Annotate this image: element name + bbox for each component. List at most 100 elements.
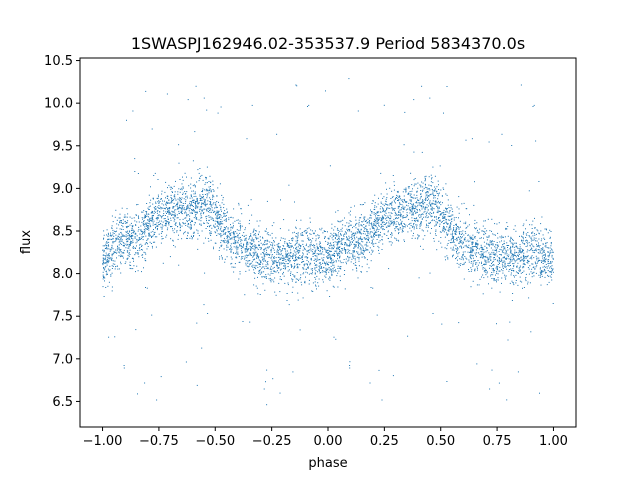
data-point bbox=[504, 246, 506, 248]
data-point bbox=[272, 273, 274, 274]
data-point bbox=[237, 219, 239, 221]
data-point bbox=[247, 266, 249, 268]
data-point bbox=[438, 192, 440, 194]
data-point bbox=[347, 237, 349, 239]
data-point bbox=[216, 195, 218, 197]
data-point bbox=[411, 184, 413, 186]
data-point bbox=[525, 237, 527, 238]
data-point bbox=[283, 271, 284, 273]
data-point bbox=[326, 251, 328, 253]
data-point bbox=[388, 217, 390, 219]
data-point bbox=[250, 246, 252, 248]
data-point bbox=[186, 220, 188, 222]
data-point bbox=[108, 260, 110, 262]
data-point bbox=[414, 206, 416, 208]
data-point bbox=[470, 238, 472, 240]
data-point bbox=[209, 233, 211, 235]
data-point bbox=[355, 227, 357, 229]
data-point bbox=[138, 237, 140, 239]
data-point bbox=[371, 222, 373, 224]
data-point bbox=[521, 281, 523, 283]
data-point bbox=[276, 250, 278, 252]
data-point bbox=[513, 255, 514, 257]
data-point bbox=[345, 261, 347, 263]
data-point bbox=[307, 235, 308, 237]
data-point bbox=[135, 329, 137, 331]
data-point bbox=[424, 183, 426, 185]
data-point bbox=[238, 261, 240, 263]
data-point bbox=[371, 225, 373, 227]
data-point bbox=[271, 237, 273, 239]
data-point bbox=[473, 204, 475, 206]
data-point bbox=[353, 233, 355, 234]
data-point bbox=[517, 258, 519, 259]
data-point bbox=[303, 231, 305, 233]
data-point bbox=[151, 217, 153, 219]
data-point bbox=[388, 268, 390, 270]
data-point bbox=[326, 268, 328, 270]
data-point bbox=[446, 211, 448, 213]
data-point bbox=[174, 219, 176, 221]
data-point bbox=[140, 243, 142, 245]
data-point bbox=[442, 229, 444, 231]
data-point bbox=[277, 246, 279, 248]
data-point bbox=[464, 237, 466, 239]
data-point bbox=[425, 212, 427, 214]
data-point bbox=[183, 207, 185, 209]
data-point bbox=[429, 222, 431, 224]
data-point bbox=[266, 404, 268, 406]
data-point bbox=[535, 240, 537, 242]
data-point bbox=[276, 266, 278, 268]
data-point bbox=[382, 243, 384, 245]
data-point bbox=[467, 239, 469, 241]
data-point bbox=[326, 256, 327, 258]
data-point bbox=[484, 263, 486, 265]
data-point bbox=[139, 244, 140, 246]
data-point bbox=[475, 254, 477, 256]
data-point bbox=[366, 230, 368, 232]
data-point bbox=[320, 266, 322, 268]
data-point bbox=[535, 266, 537, 268]
data-point bbox=[268, 234, 270, 236]
data-point bbox=[490, 242, 492, 244]
data-point bbox=[369, 214, 371, 216]
data-point bbox=[523, 255, 524, 257]
data-point bbox=[105, 242, 107, 244]
data-point bbox=[264, 248, 266, 250]
data-point bbox=[354, 257, 356, 259]
data-point bbox=[538, 252, 540, 254]
data-point bbox=[355, 223, 357, 225]
data-point bbox=[107, 257, 109, 259]
data-point bbox=[538, 246, 540, 248]
data-point bbox=[550, 243, 552, 245]
data-point bbox=[190, 194, 192, 196]
data-point bbox=[126, 258, 128, 259]
data-point bbox=[459, 246, 461, 248]
data-point bbox=[425, 220, 427, 222]
data-point bbox=[426, 194, 428, 196]
data-point bbox=[542, 259, 544, 261]
data-point bbox=[263, 249, 265, 251]
data-point bbox=[471, 269, 473, 271]
data-point bbox=[126, 244, 128, 246]
data-point bbox=[530, 249, 532, 251]
data-point bbox=[252, 259, 254, 261]
data-point bbox=[412, 225, 414, 227]
data-point bbox=[223, 213, 225, 215]
data-point bbox=[153, 215, 154, 216]
data-point bbox=[450, 223, 451, 225]
data-point bbox=[255, 246, 257, 248]
data-point bbox=[205, 182, 207, 184]
data-point bbox=[522, 287, 523, 289]
data-point bbox=[452, 236, 454, 238]
data-point bbox=[135, 242, 137, 244]
data-point bbox=[420, 190, 422, 191]
data-point bbox=[310, 259, 312, 261]
data-point bbox=[284, 238, 286, 240]
data-point bbox=[225, 219, 227, 221]
data-point bbox=[141, 245, 142, 247]
data-point bbox=[270, 250, 272, 251]
data-point bbox=[143, 217, 145, 219]
data-point bbox=[205, 203, 207, 205]
data-point bbox=[497, 264, 499, 265]
